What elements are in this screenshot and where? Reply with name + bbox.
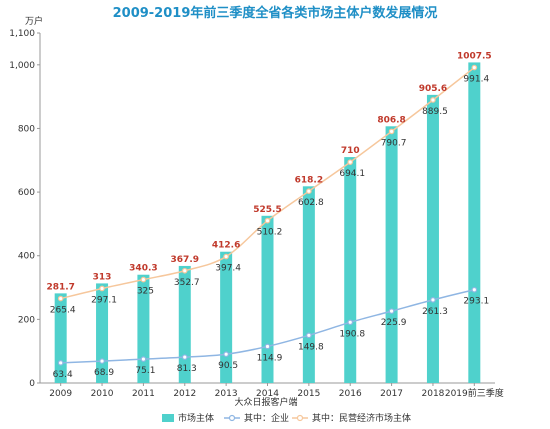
point-private-economy	[471, 64, 478, 71]
y-tick-label: 1,000	[9, 61, 35, 71]
bar-market-entities	[385, 126, 398, 384]
point-private-economy	[430, 97, 436, 103]
source-note: 大众日报客户端	[234, 396, 297, 408]
data-label-market-entities: 340.3	[129, 264, 157, 274]
data-label-enterprises: 261.3	[422, 307, 448, 317]
legend-label-enterprises: 其中：企业	[244, 412, 289, 424]
x-tick-label: 2013	[215, 389, 238, 399]
legend-marker-private-economy	[296, 414, 304, 422]
x-tick-label: 2014	[256, 389, 279, 399]
x-tick-label: 2016	[339, 389, 362, 399]
data-label-private-economy: 602.8	[298, 198, 324, 208]
bar-market-entities	[96, 283, 109, 383]
bar-market-entities	[178, 265, 191, 383]
data-label-enterprises: 81.3	[177, 364, 197, 374]
point-private-economy	[223, 253, 229, 260]
x-tick-label: 2019前三季度	[445, 387, 504, 399]
point-enterprises	[264, 343, 271, 350]
bar-market-entities	[220, 251, 233, 383]
legend-swatch-market-entities	[162, 414, 174, 422]
bar-market-entities	[468, 62, 481, 383]
point-enterprises	[430, 297, 436, 303]
y-tick-label: 1,100	[9, 29, 35, 39]
data-label-market-entities: 710	[341, 146, 360, 156]
x-tick-label: 2015	[297, 389, 320, 399]
point-enterprises	[223, 351, 229, 358]
data-label-enterprises: 190.8	[339, 329, 365, 339]
data-label-private-economy: 397.4	[215, 264, 241, 274]
data-label-private-economy: 352.7	[174, 278, 200, 288]
point-enterprises	[140, 356, 147, 362]
data-label-enterprises: 225.9	[381, 318, 407, 328]
point-private-economy	[264, 217, 271, 224]
bar-market-entities	[261, 215, 274, 383]
data-label-market-entities: 618.2	[295, 175, 323, 185]
x-tick-label: 2010	[91, 389, 114, 399]
y-tick-label: 800	[18, 124, 35, 134]
data-label-private-economy: 790.7	[381, 138, 407, 148]
data-label-private-economy: 889.5	[422, 107, 448, 117]
chart-title: 2009-2019年前三季度全省各类市场主体户数发展情况	[112, 6, 438, 21]
y-axis-unit-label: 万户	[25, 15, 43, 27]
data-label-market-entities: 806.8	[377, 115, 405, 125]
point-enterprises	[388, 308, 395, 314]
data-label-market-entities: 525.5	[253, 205, 281, 215]
point-enterprises	[347, 319, 354, 326]
point-private-economy	[347, 159, 354, 165]
data-label-market-entities: 1007.5	[457, 51, 492, 61]
bar-market-entities	[426, 94, 439, 383]
data-label-private-economy: 991.4	[463, 75, 489, 85]
bar-market-entities	[137, 274, 150, 383]
point-enterprises	[99, 358, 105, 364]
point-enterprises	[471, 286, 478, 293]
data-label-enterprises: 149.8	[298, 342, 324, 352]
legend-marker-enterprises	[228, 414, 236, 422]
point-enterprises	[57, 360, 64, 366]
data-label-private-economy: 325	[137, 287, 154, 297]
y-tick-label: 200	[18, 315, 35, 325]
point-private-economy	[388, 128, 395, 135]
data-label-enterprises: 90.5	[218, 361, 238, 371]
x-tick-label: 2018	[422, 389, 445, 399]
point-private-economy	[57, 295, 64, 302]
data-label-market-entities: 367.9	[171, 255, 199, 265]
x-tick-label: 2009	[49, 389, 72, 399]
data-label-private-economy: 265.4	[50, 306, 76, 316]
x-tick-label: 2012	[173, 389, 196, 399]
data-label-private-economy: 510.2	[257, 228, 283, 238]
data-label-market-entities: 313	[93, 272, 112, 282]
point-private-economy	[140, 276, 147, 283]
data-label-enterprises: 63.4	[53, 370, 73, 380]
data-label-market-entities: 412.6	[212, 241, 240, 251]
data-label-enterprises: 75.1	[135, 366, 155, 376]
point-enterprises	[181, 354, 188, 360]
point-private-economy	[99, 285, 105, 292]
x-tick-label: 2011	[132, 389, 155, 399]
point-enterprises	[306, 332, 312, 339]
y-tick-label: 600	[18, 188, 35, 198]
point-private-economy	[306, 188, 312, 195]
data-label-enterprises: 68.9	[94, 368, 114, 378]
bar-market-entities	[54, 293, 67, 383]
data-label-market-entities: 905.6	[419, 84, 447, 94]
data-label-private-economy: 694.1	[339, 169, 365, 179]
data-label-enterprises: 114.9	[257, 353, 283, 363]
data-label-enterprises: 293.1	[463, 297, 489, 307]
data-label-market-entities: 281.7	[46, 282, 74, 292]
legend-label-market-entities: 市场主体	[178, 412, 214, 424]
bar-market-entities	[344, 157, 357, 383]
point-private-economy	[181, 267, 188, 274]
y-tick-label: 400	[18, 252, 35, 262]
bar-market-entities	[302, 186, 315, 383]
x-tick-label: 2017	[380, 389, 403, 399]
data-label-private-economy: 297.1	[91, 295, 117, 305]
y-tick-label: 0	[29, 379, 35, 389]
legend-label-private-economy: 其中：民营经济市场主体	[312, 412, 411, 424]
